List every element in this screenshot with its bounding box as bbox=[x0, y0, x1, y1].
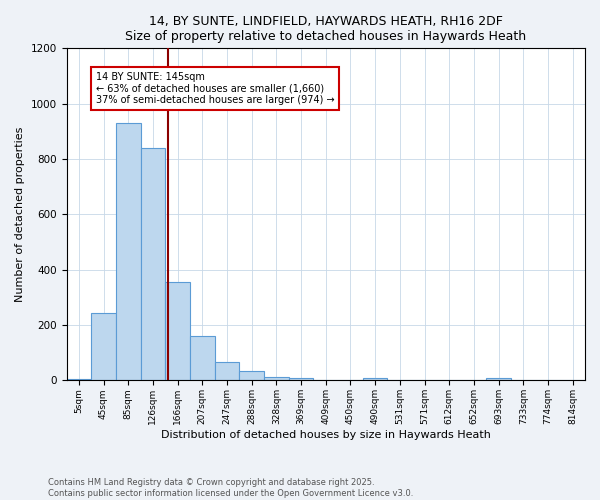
Bar bbox=[486, 378, 511, 380]
X-axis label: Distribution of detached houses by size in Haywards Heath: Distribution of detached houses by size … bbox=[161, 430, 491, 440]
Bar bbox=[67, 379, 91, 380]
Bar bbox=[116, 123, 140, 380]
Bar bbox=[215, 362, 239, 380]
Text: 14 BY SUNTE: 145sqm
← 63% of detached houses are smaller (1,660)
37% of semi-det: 14 BY SUNTE: 145sqm ← 63% of detached ho… bbox=[95, 72, 334, 105]
Title: 14, BY SUNTE, LINDFIELD, HAYWARDS HEATH, RH16 2DF
Size of property relative to d: 14, BY SUNTE, LINDFIELD, HAYWARDS HEATH,… bbox=[125, 15, 526, 43]
Text: Contains HM Land Registry data © Crown copyright and database right 2025.
Contai: Contains HM Land Registry data © Crown c… bbox=[48, 478, 413, 498]
Bar bbox=[289, 378, 313, 380]
Bar bbox=[239, 372, 264, 380]
Bar bbox=[165, 282, 190, 380]
Bar bbox=[91, 312, 116, 380]
Bar bbox=[190, 336, 215, 380]
Bar bbox=[140, 148, 165, 380]
Y-axis label: Number of detached properties: Number of detached properties bbox=[15, 126, 25, 302]
Bar bbox=[264, 377, 289, 380]
Bar bbox=[363, 378, 388, 380]
